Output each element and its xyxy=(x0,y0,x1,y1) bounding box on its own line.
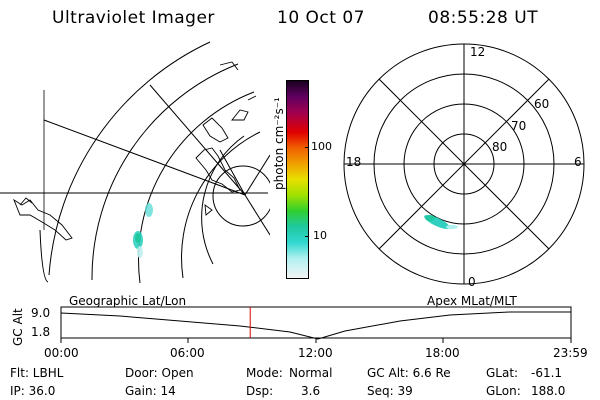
mlt-label-12: 12 xyxy=(470,45,486,59)
door-info: Door: Open xyxy=(125,366,194,380)
dsp-value: 3.6 xyxy=(301,384,321,398)
timeline-left-title: Geographic Lat/Lon xyxy=(69,294,187,308)
glon-value: 188.0 xyxy=(531,384,566,398)
gain-info: Gain: 14 xyxy=(125,384,176,398)
time-tick-1: 06:00 xyxy=(170,346,205,360)
lat-label-80: 80 xyxy=(492,140,508,154)
colorbar-unit-label: photon cm⁻²s⁻¹ xyxy=(272,97,286,190)
mlt-label-0: 0 xyxy=(468,275,476,289)
mode-label: Mode: xyxy=(246,366,283,380)
colorbar-ticks xyxy=(305,236,309,237)
timeline-right-title: Apex MLat/MLT xyxy=(427,294,517,308)
dsp-label: Dsp: xyxy=(246,384,274,398)
filter-info: Flt: LBHL xyxy=(10,366,64,380)
instrument-title: Ultraviolet Imager xyxy=(52,8,215,28)
colorbar-ticks xyxy=(305,147,309,148)
timeline-y-bottom: 1.8 xyxy=(31,325,51,339)
timeline-axis-label: GC Alt xyxy=(11,308,25,346)
time-tick-2: 12:00 xyxy=(298,346,333,360)
mlt-label-18: 18 xyxy=(346,155,362,169)
timeline-y-top: 9.0 xyxy=(31,306,51,320)
time-tick-0: 00:00 xyxy=(44,346,79,360)
ip-info: IP: 36.0 xyxy=(10,384,56,398)
time-tick-3: 18:00 xyxy=(425,346,460,360)
glat-label: GLat: xyxy=(486,366,519,380)
time-tick-4: 23:59 xyxy=(553,346,588,360)
seq-info: Seq: 39 xyxy=(367,384,413,398)
date-label: 10 Oct 07 xyxy=(277,8,365,28)
mlt-label-6: 6 xyxy=(574,155,582,169)
lat-label-60: 60 xyxy=(534,97,550,111)
lat-label-70: 70 xyxy=(511,119,527,133)
colorbar xyxy=(286,80,309,279)
colorbar-tick-100: 100 xyxy=(311,140,332,153)
glon-label: GLon: xyxy=(486,384,521,398)
colorbar-tick-10: 10 xyxy=(313,229,327,242)
mode-value: Normal xyxy=(289,366,333,380)
time-label: 08:55:28 UT xyxy=(428,8,539,28)
timeline-plot xyxy=(60,306,572,343)
geographic-map xyxy=(0,41,270,284)
glat-value: -61.1 xyxy=(531,366,563,380)
gc-alt-info: GC Alt: 6.6 Re xyxy=(367,366,451,380)
polar-plot xyxy=(343,43,585,285)
